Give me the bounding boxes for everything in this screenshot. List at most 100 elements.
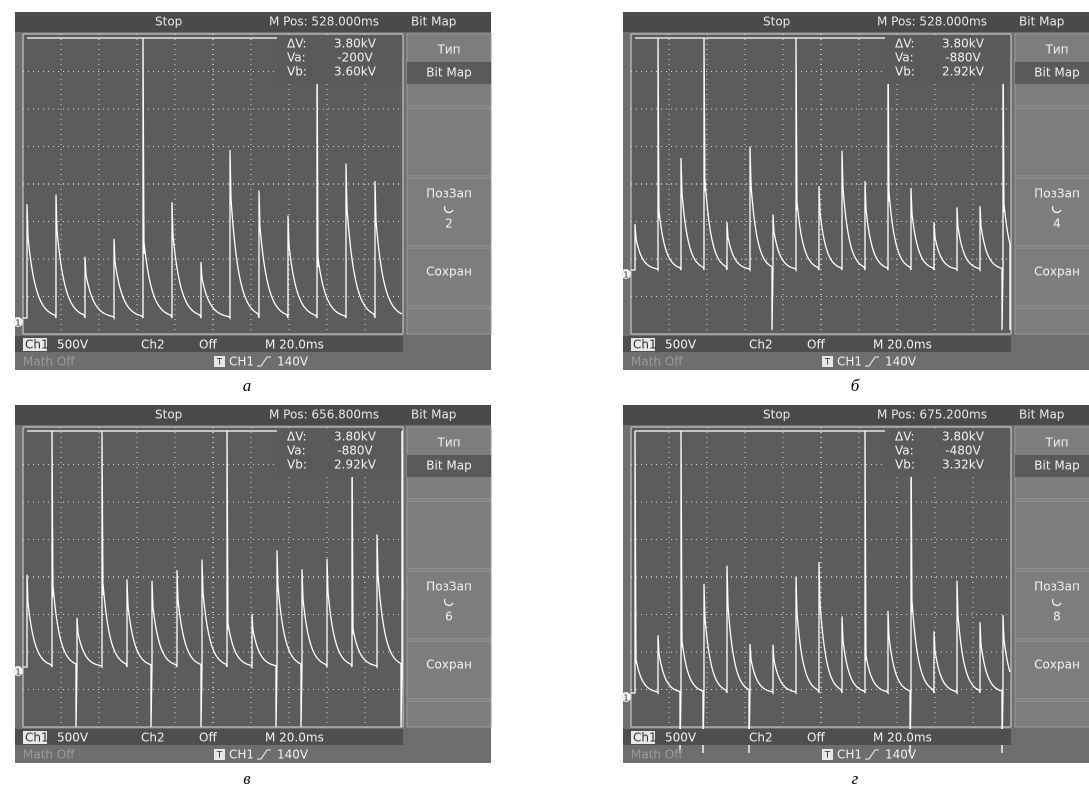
channel-marker: 1 [623, 694, 628, 703]
readout-value: -480V [945, 444, 981, 458]
readout-value: -200V [337, 51, 373, 65]
readout-label: ΔV: [287, 37, 306, 51]
trigger-icon: T [216, 358, 223, 368]
status-format: Bit Map [411, 408, 456, 422]
menu-slot-label[interactable]: ПозЗап [1034, 187, 1080, 201]
menu-save[interactable]: Сохран [426, 658, 472, 672]
footer-timebase: M 20.0ms [265, 338, 324, 352]
footer-ch2: Ch2 [749, 338, 773, 352]
menu-type-value[interactable]: Bit Map [426, 459, 471, 473]
status-format: Bit Map [1019, 408, 1064, 422]
menu-type-value[interactable]: Bit Map [1034, 459, 1079, 473]
menu-slot-value[interactable]: 8 [1053, 610, 1061, 624]
screenshot: 1 Stop M Pos: 528.000ms Bit Map ΔV: 3.80kV Va:… [0, 0, 1089, 795]
menu-type-label[interactable]: Тип [437, 436, 461, 450]
trigger-level: 140V [885, 355, 917, 369]
readout-value: 2.92kV [942, 65, 985, 79]
footer-timebase: M 20.0ms [265, 731, 324, 745]
menu-slot-label[interactable]: ПозЗап [426, 187, 472, 201]
trigger-source: CH1 [837, 355, 862, 369]
footer-ch2: Ch2 [749, 731, 773, 745]
menu-box [407, 501, 491, 569]
readout-value: 3.80kV [334, 430, 377, 444]
menu-type-value[interactable]: Bit Map [426, 66, 471, 80]
footer-ch1: Ch1 [633, 338, 657, 352]
readout-label: ΔV: [895, 37, 914, 51]
menu-slot-value[interactable]: 2 [445, 217, 453, 231]
readout-label: Va: [287, 444, 306, 458]
readout-label: Vb: [287, 458, 307, 472]
trigger-icon: T [824, 751, 831, 761]
menu-save[interactable]: Сохран [1034, 658, 1080, 672]
footer-ch2-state: Off [807, 338, 825, 352]
footer-ch2-state: Off [199, 338, 217, 352]
menu-box [1015, 501, 1089, 569]
readout-label: Vb: [895, 65, 915, 79]
footer-ch2: Ch2 [141, 731, 165, 745]
readout-label: Va: [287, 51, 306, 65]
menu-slot-label[interactable]: ПозЗап [426, 580, 472, 594]
readout-value: 3.80kV [942, 37, 985, 51]
menu-box [1015, 308, 1089, 334]
readout-label: Va: [895, 444, 914, 458]
menu-box [407, 701, 491, 727]
oscilloscope-screen: 1StopM Pos: 528.000msBit MapΔV:3.80kVVa:… [621, 12, 1089, 370]
menu-type-label[interactable]: Тип [437, 43, 461, 57]
status-format: Bit Map [411, 15, 456, 29]
trigger-icon: T [824, 358, 831, 368]
menu-type-label[interactable]: Тип [1045, 436, 1069, 450]
menu-slot-label[interactable]: ПозЗап [1034, 580, 1080, 594]
readout-value: -880V [945, 51, 981, 65]
footer-timebase: M 20.0ms [873, 731, 932, 745]
readout-label: ΔV: [895, 430, 914, 444]
trigger-level: 140V [277, 748, 309, 762]
menu-box [1015, 108, 1089, 176]
readout-label: Vb: [287, 65, 307, 79]
readout-value: 3.60kV [334, 65, 377, 79]
status-mode: Stop [763, 15, 790, 29]
footer-ch2: Ch2 [141, 338, 165, 352]
menu-save[interactable]: Сохран [1034, 265, 1080, 279]
footer-math: Math Off [23, 748, 75, 762]
trigger-source: CH1 [229, 355, 254, 369]
menu-slot-value[interactable]: 6 [445, 610, 453, 624]
menu-type-label[interactable]: Тип [1045, 43, 1069, 57]
status-position: M Pos: 528.000ms [877, 15, 987, 29]
footer-ch1-scale: 500V [57, 338, 89, 352]
status-mode: Stop [763, 408, 790, 422]
menu-save[interactable]: Сохран [426, 265, 472, 279]
footer-math: Math Off [631, 748, 683, 762]
footer-ch1-scale: 500V [665, 731, 697, 745]
menu-box [407, 308, 491, 334]
readout-label: Vb: [895, 458, 915, 472]
status-mode: Stop [155, 15, 182, 29]
footer-math: Math Off [631, 355, 683, 369]
footer-ch1: Ch1 [633, 731, 657, 745]
menu-slot-value[interactable]: 4 [1053, 217, 1061, 231]
readout-value: 3.80kV [942, 430, 985, 444]
readout-value: 3.80kV [334, 37, 377, 51]
menu-box [407, 108, 491, 176]
readout-value: -880V [337, 444, 373, 458]
status-format: Bit Map [1019, 15, 1064, 29]
status-mode: Stop [155, 408, 182, 422]
footer-ch1-scale: 500V [665, 338, 697, 352]
caption: в [243, 769, 251, 788]
caption: б [851, 376, 860, 395]
menu-box [1015, 701, 1089, 727]
caption: г [852, 769, 859, 788]
status-position: M Pos: 528.000ms [269, 15, 379, 29]
channel-marker: 1 [15, 668, 20, 677]
channel-marker: 1 [15, 319, 20, 328]
menu-type-value[interactable]: Bit Map [1034, 66, 1079, 80]
readout-label: Va: [895, 51, 914, 65]
footer-ch2-state: Off [807, 731, 825, 745]
trigger-level: 140V [277, 355, 309, 369]
readout-value: 3.32kV [942, 458, 985, 472]
caption: а [243, 376, 252, 395]
footer-ch1-scale: 500V [57, 731, 89, 745]
oscilloscope-screen: 1StopM Pos: 675.200msBit MapΔV:3.80kVVa:… [621, 405, 1089, 763]
footer-ch1: Ch1 [25, 731, 49, 745]
trigger-source: CH1 [837, 748, 862, 762]
